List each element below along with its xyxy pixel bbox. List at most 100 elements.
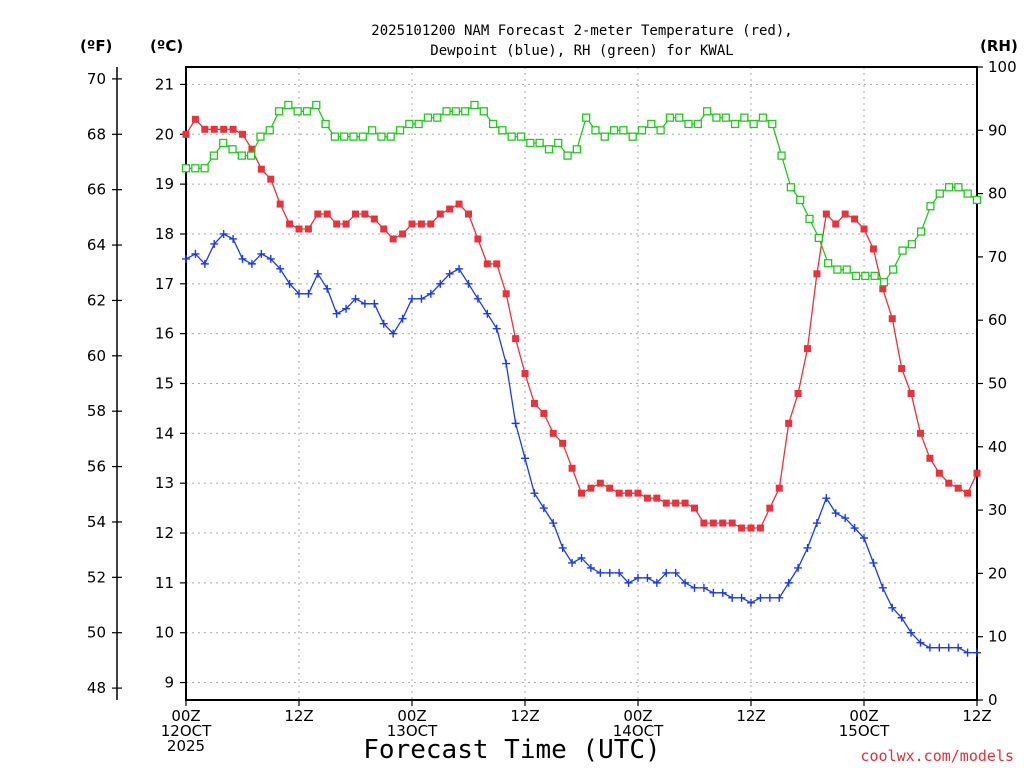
temperature-point [898, 365, 906, 373]
dewpoint-point [379, 319, 388, 328]
temperature-point [672, 499, 680, 507]
rh-point [367, 126, 377, 135]
temperature-point [917, 429, 924, 437]
temperature-point [267, 175, 275, 183]
dewpoint-point [784, 578, 793, 587]
axes: 48 50 52 54 56 58 60 62 64 66 68 70 9 10 11 12 13 14 15 16 1… [87, 58, 1017, 755]
x-axis-title: Forecast Time (UTC) [363, 735, 660, 765]
temperature-point [380, 225, 388, 233]
fahrenheit-tick-label: 48 [87, 679, 106, 697]
rh-point [461, 107, 470, 116]
temperature-point [964, 489, 972, 497]
dewpoint-point [586, 563, 595, 572]
x-tick-label: 12Z [284, 707, 313, 725]
rh-point [935, 189, 944, 198]
temperature-point [879, 285, 887, 293]
fahrenheit-tick-label: 64 [87, 236, 106, 254]
rh-point [600, 132, 609, 141]
dewpoint-point [238, 254, 247, 263]
temperature-point [719, 519, 727, 527]
temperature-point [210, 125, 218, 133]
temperature-point [295, 225, 303, 233]
temperature-point [370, 215, 378, 223]
fahrenheit-tick-label: 60 [87, 347, 106, 365]
rh-point [628, 132, 637, 141]
rh-point [284, 100, 293, 110]
temperature-point [239, 130, 246, 138]
rh-point [944, 183, 954, 192]
temperature-point [352, 210, 359, 218]
rh-point [488, 119, 498, 129]
dewpoint-point [869, 558, 878, 567]
celsius-tick-label: 19 [155, 175, 174, 193]
x-tick-label: 15OCT [839, 722, 890, 740]
dewpoint-point [747, 598, 755, 607]
rh-tick-label: 100 [988, 58, 1017, 76]
rh-tick-label: 40 [988, 438, 1007, 456]
rh-point [851, 271, 861, 281]
rh-point [963, 189, 972, 198]
rh-tick-label: 90 [988, 121, 1007, 139]
temperature-point [832, 220, 840, 228]
rh-point [340, 132, 349, 141]
dewpoint-point [944, 643, 953, 652]
dewpoint-point [756, 593, 765, 602]
dewpoint-point [436, 279, 445, 288]
rh-point [479, 107, 488, 116]
dewpoint-point [973, 648, 981, 657]
temperature-point [954, 484, 962, 492]
temperature-point [220, 125, 228, 133]
rh-point [405, 119, 414, 129]
dewpoint-point [426, 289, 435, 298]
temperature-point [333, 220, 341, 228]
rh-point [572, 145, 581, 154]
rh-unit-label: (RH) [980, 37, 1018, 55]
x-tick-label: 13OCT [387, 722, 438, 740]
rh-point [702, 107, 712, 116]
temperature-point [389, 235, 397, 243]
rh-line [186, 104, 978, 284]
temperature-point [747, 524, 755, 532]
temperature-point [314, 210, 322, 218]
dewpoint-point [389, 329, 398, 338]
dewpoint-point [332, 309, 341, 318]
dewpoint-point [841, 514, 850, 523]
rh-point [349, 132, 358, 141]
temperature-point [408, 220, 416, 228]
rh-tick-label: 10 [988, 628, 1007, 646]
temperature-point [709, 519, 717, 527]
rh-point [228, 145, 237, 154]
dewpoint-point [963, 648, 972, 657]
temperature-point [559, 439, 567, 447]
rh-point [395, 126, 405, 135]
dewpoint-point [718, 588, 727, 597]
x-tick-label: 12Z [510, 707, 539, 725]
temperature-point [728, 519, 736, 527]
chart-title-line-1: 2025101200 NAM Forecast 2-meter Temperat… [371, 23, 792, 39]
data-series [181, 100, 982, 657]
temperature-point [342, 220, 350, 228]
rh-point [582, 113, 591, 122]
rh-point [526, 138, 535, 148]
dewpoint-point [360, 299, 369, 308]
x-tick-label: 00Z [397, 707, 426, 725]
rh-point [777, 151, 786, 160]
celsius-tick-label: 12 [155, 524, 174, 542]
rh-point [637, 126, 647, 135]
dewpoint-point [351, 294, 360, 303]
rh-point [265, 126, 274, 135]
temperature-point [926, 454, 934, 462]
grid-lines [185, 67, 978, 700]
x-tick-label: 14OCT [613, 722, 664, 740]
rh-point [647, 119, 656, 129]
rh-tick-label: 60 [988, 311, 1007, 329]
rh-point [256, 132, 265, 141]
dewpoint-point [568, 558, 577, 567]
rh-point [665, 113, 675, 122]
fahrenheit-unit-label: (ºF) [80, 37, 112, 55]
temperature-point [568, 464, 576, 472]
x-tick-label: 00Z [849, 707, 878, 725]
dewpoint-point [812, 519, 821, 528]
rh-point [358, 132, 367, 141]
temperature-point [361, 210, 369, 218]
